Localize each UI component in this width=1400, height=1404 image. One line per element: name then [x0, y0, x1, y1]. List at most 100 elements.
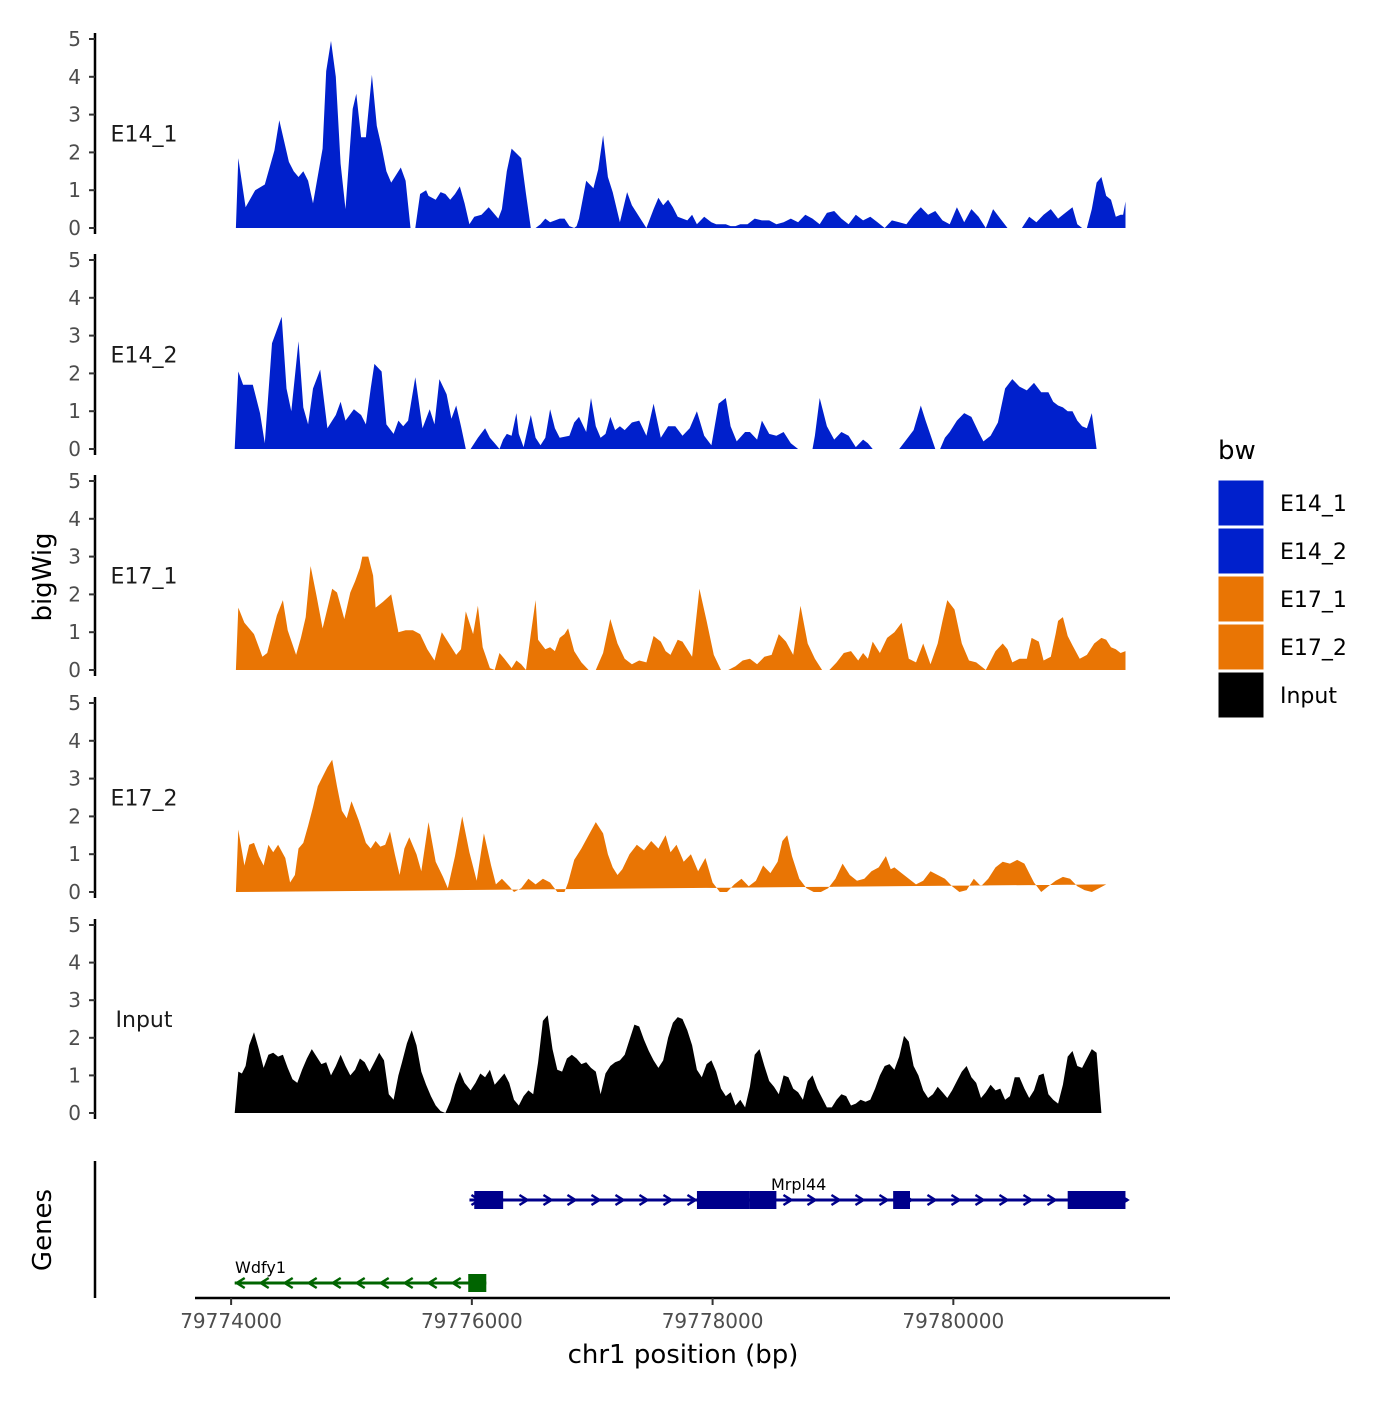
track-input-area — [234, 1015, 1102, 1113]
track-input-y-tick-label: 0 — [68, 1101, 81, 1125]
gene-wdfy1-exon — [468, 1274, 487, 1292]
x-tick-label: 79778000 — [662, 1309, 764, 1333]
gene-mrpl44-strand-arrow — [782, 1193, 794, 1207]
track-e17-2-y-tick-label: 3 — [68, 767, 81, 791]
track-e17-1-y-tick-label: 3 — [68, 545, 81, 569]
track-e14-1-area — [235, 40, 1126, 229]
legend-swatch-e14-1 — [1217, 479, 1265, 527]
track-input-y-tick-label: 1 — [68, 1063, 81, 1087]
gene-mrpl44-exon — [474, 1191, 504, 1209]
gene-mrpl44-strand-arrow — [806, 1193, 818, 1207]
track-input-y-tick-label: 5 — [68, 913, 81, 937]
legend-label-e14-1: E14_1 — [1280, 492, 1347, 517]
genes-axis-title: Genes — [28, 1189, 58, 1271]
track-e14-1-y-tick-label: 3 — [68, 103, 81, 127]
gene-mrpl44-exon — [1067, 1191, 1126, 1209]
genes-track: Wdfy1 Mrpl44 — [93, 1161, 1130, 1298]
track-e17-2-y-tick-label: 1 — [68, 842, 81, 866]
x-tick-label: 79780000 — [902, 1309, 1004, 1333]
gene-wdfy1-strand-arrow — [330, 1276, 342, 1290]
track-e14-1-y-tick-label: 2 — [68, 140, 81, 164]
gene-wdfy1-strand-arrow — [402, 1276, 414, 1290]
track-e17-1-label: E17_1 — [111, 565, 178, 590]
track-e17-1-area — [235, 556, 1126, 670]
gene-mrpl44-strand-arrow — [926, 1193, 938, 1207]
y-axis-title: bigWig — [28, 532, 58, 621]
track-input-label: Input — [116, 1008, 173, 1033]
gene-mrpl44-exon — [696, 1191, 750, 1209]
track-e14-2: 0 1 2 3 4 5 E14_2 — [68, 248, 1097, 461]
legend-label-input: Input — [1280, 684, 1337, 709]
gene-mrpl44-strand-arrow — [998, 1193, 1010, 1207]
gene-wdfy1-strand-arrow — [354, 1276, 366, 1290]
track-e14-1-label: E14_1 — [111, 123, 178, 148]
gene-mrpl44-strand-arrow — [566, 1193, 578, 1207]
legend-swatch-e17-2 — [1217, 623, 1265, 671]
track-e14-2-y-tick-label: 0 — [68, 437, 81, 461]
gene-mrpl44-strand-arrow — [614, 1193, 626, 1207]
legend-title: bw — [1218, 436, 1256, 466]
gene-mrpl44-strand-arrow — [878, 1193, 890, 1207]
track-input-y-tick-label: 3 — [68, 988, 81, 1012]
track-e14-2-y-tick-label: 5 — [68, 248, 81, 272]
track-e14-1-y-tick-label: 0 — [68, 216, 81, 240]
x-tick-label: 79774000 — [180, 1309, 282, 1333]
track-e17-1-y-tick-label: 2 — [68, 582, 81, 606]
legend-label-e17-2: E17_2 — [1280, 636, 1347, 661]
track-input-y-tick-label: 4 — [68, 951, 81, 975]
gene-mrpl44-exon — [893, 1191, 910, 1209]
track-e17-2-y-tick-label: 4 — [68, 729, 81, 753]
x-axis: 79774000 79776000 79778000 79780000 — [180, 1296, 1170, 1333]
track-e17-2-label: E17_2 — [111, 787, 178, 812]
gene-mrpl44-strand-arrow — [974, 1193, 986, 1207]
track-e14-2-y-tick-label: 2 — [68, 361, 81, 385]
gene-mrpl44-strand-arrow — [662, 1193, 674, 1207]
track-e14-2-y-tick-label: 3 — [68, 324, 81, 348]
gene-mrpl44-strand-arrow — [950, 1193, 962, 1207]
gene-mrpl44-strand-arrow — [518, 1193, 530, 1207]
track-e14-2-y-tick-label: 1 — [68, 399, 81, 423]
gene-mrpl44-strand-arrow — [1022, 1193, 1034, 1207]
track-e14-2-label: E14_2 — [111, 344, 178, 369]
gene-wdfy1-label: Wdfy1 — [235, 1258, 286, 1277]
track-e17-1: 0 1 2 3 4 5 E17_1 — [68, 469, 1126, 682]
track-e17-1-y-tick-label: 0 — [68, 658, 81, 682]
legend-label-e17-1: E17_1 — [1280, 588, 1347, 613]
tracks-layer: 0 1 2 3 4 5 E14_1 0 1 2 3 4 5 E14_2 0 1 2 3 4 5 E17_1 0 1 2 3 4 5 E… — [68, 27, 1126, 1125]
gene-mrpl44-strand-arrow — [854, 1193, 866, 1207]
gene-mrpl44-strand-arrow — [590, 1193, 602, 1207]
gene-wdfy1-strand-arrow — [306, 1276, 318, 1290]
gene-mrpl44: Mrpl44 — [469, 1175, 1130, 1209]
track-e14-1-y-tick-label: 5 — [68, 27, 81, 51]
track-e14-2-area — [234, 316, 1097, 449]
track-e17-2-y-tick-label: 5 — [68, 691, 81, 715]
track-e14-2-y-tick-label: 4 — [68, 286, 81, 310]
legend-swatch-input — [1217, 671, 1265, 719]
track-e17-1-y-tick-label: 4 — [68, 507, 81, 531]
legend: bw E14_1 E14_2 E17_1 E17_2 Input — [1217, 436, 1347, 719]
track-input: 0 1 2 3 4 5 Input — [68, 913, 1102, 1125]
gene-mrpl44-strand-arrow — [830, 1193, 842, 1207]
track-e17-2-y-tick-label: 2 — [68, 804, 81, 828]
track-e17-1-y-tick-label: 5 — [68, 469, 81, 493]
track-e17-2: 0 1 2 3 4 5 E17_2 — [68, 691, 1107, 904]
gene-wdfy1-strand-arrow — [282, 1276, 294, 1290]
gene-mrpl44-strand-arrow — [686, 1193, 698, 1207]
gene-wdfy1-strand-arrow — [450, 1276, 462, 1290]
gene-wdfy1-strand-arrow — [258, 1276, 270, 1290]
gene-wdfy1: Wdfy1 — [234, 1258, 487, 1292]
gene-wdfy1-strand-arrow — [378, 1276, 390, 1290]
track-e14-1-y-tick-label: 4 — [68, 65, 81, 89]
track-e17-2-y-tick-label: 0 — [68, 880, 81, 904]
gene-wdfy1-strand-arrow — [234, 1276, 246, 1290]
gene-mrpl44-strand-arrow — [542, 1193, 554, 1207]
track-input-y-tick-label: 2 — [68, 1026, 81, 1050]
gene-mrpl44-strand-arrow — [1046, 1193, 1058, 1207]
gene-mrpl44-exon — [749, 1191, 777, 1209]
track-e17-1-y-tick-label: 1 — [68, 620, 81, 644]
gene-mrpl44-strand-arrow — [638, 1193, 650, 1207]
legend-label-e14-2: E14_2 — [1280, 540, 1347, 565]
legend-swatch-e14-2 — [1217, 527, 1265, 575]
